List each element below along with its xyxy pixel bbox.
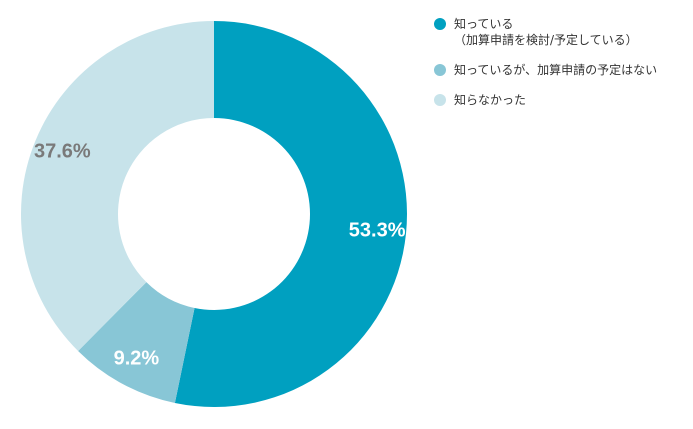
legend-swatch-0 <box>434 18 446 30</box>
donut-slice-1 <box>78 282 195 403</box>
legend-label-1: 知っているが、加算申請の予定はない <box>454 63 658 77</box>
legend-swatch-2 <box>434 94 446 106</box>
legend-item-2: 知らなかった <box>434 92 689 108</box>
legend-label-2: 知らなかった <box>454 93 527 107</box>
legend-item-0: 知っている （加算申請を検討/予定している） <box>434 16 689 48</box>
donut-slice-2 <box>20 21 214 352</box>
donut-slice-0 <box>174 21 408 408</box>
legend-label-0: 知っている （加算申請を検討/予定している） <box>454 17 638 47</box>
legend-swatch-1 <box>434 64 446 76</box>
legend-item-1: 知っているが、加算申請の予定はない <box>434 62 689 78</box>
slice-value-label-2: 37.6% <box>34 141 91 163</box>
chart-legend: 知っている （加算申請を検討/予定している） 知っているが、加算申請の予定はない… <box>434 16 689 122</box>
slice-value-label-1: 9.2% <box>114 347 160 369</box>
slice-value-label-0: 53.3% <box>349 220 406 242</box>
